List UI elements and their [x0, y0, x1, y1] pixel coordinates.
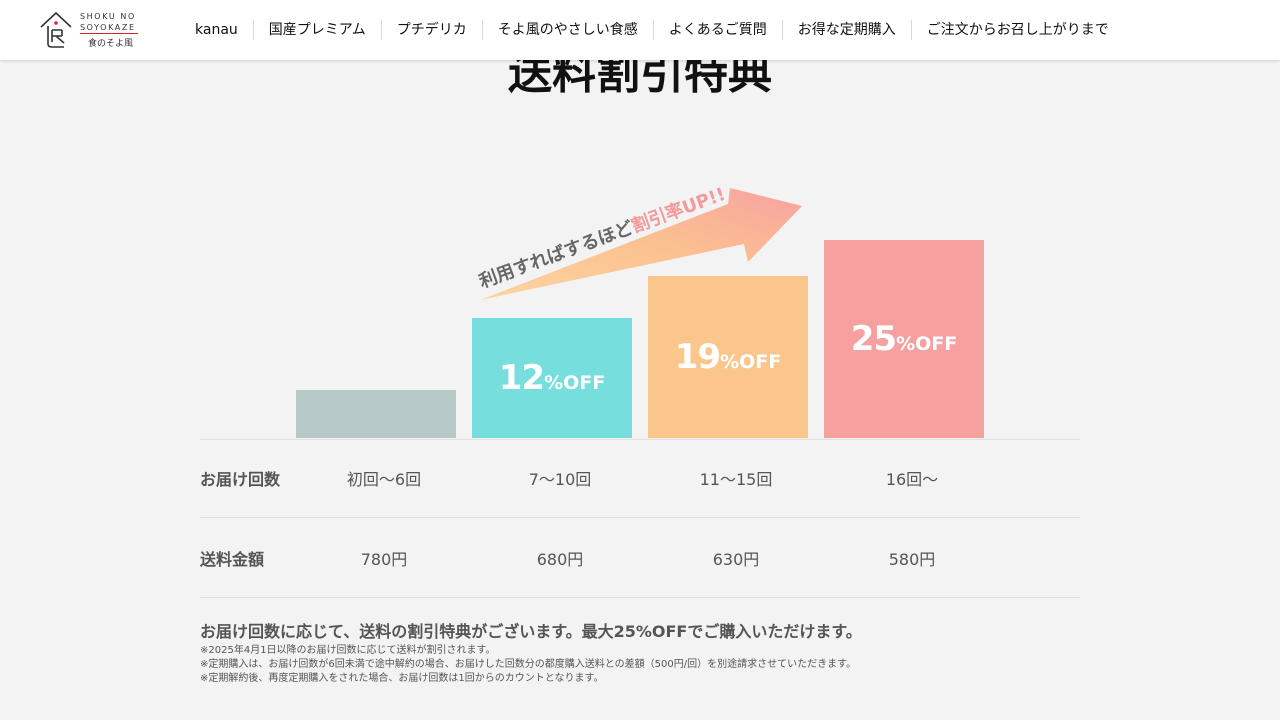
nav-item-order-flow[interactable]: ご注文からお召し上がりまで — [910, 20, 1124, 40]
bar-discount-number: 12 — [498, 358, 545, 398]
bar-percent-sign: % — [544, 372, 564, 394]
row-header: 送料金額 — [200, 549, 265, 569]
bar-discount-number: 25 — [850, 319, 897, 359]
notes-section: お届け回数に応じて、送料の割引特典がございます。最大25%OFFでご購入いただけ… — [200, 620, 1080, 686]
table-row-shipping-fee: 送料金額 780円 680円 630円 580円 — [200, 518, 1080, 598]
bar-tier-1 — [296, 390, 456, 438]
note-line: ※2025年4月1日以降のお届け回数に応じて送料が割引されます。 — [200, 645, 496, 656]
table-cell: 7〜10回 — [528, 469, 592, 489]
table-cell: 680円 — [536, 549, 584, 569]
bar-tier-2: 12% OFF — [472, 318, 632, 438]
table-cell: 11〜15回 — [699, 469, 773, 489]
nav-item-faq[interactable]: よくあるご質問 — [652, 20, 782, 40]
shipping-table: お届け回数 初回〜6回 7〜10回 11〜15回 16回〜 送料金額 780円 … — [200, 438, 1080, 598]
bar-label: 12% OFF — [499, 358, 606, 398]
note-line: ※定期解約後、再度定期購入をされた場合、お届け回数は1回からのカウントとなります… — [200, 673, 604, 684]
bar-percent-sign: % — [896, 333, 916, 355]
logo-rule — [80, 33, 138, 34]
note-line: ※定期購入は、お届け回数が6回未満で途中解約の場合、お届けした回数分の都度購入送… — [200, 659, 857, 670]
bar-off-label: OFF — [563, 372, 606, 394]
bar-off-label: OFF — [915, 333, 958, 355]
logo-text-ja: 食のそよ風 — [88, 39, 134, 49]
bar-off-label: OFF — [739, 351, 782, 373]
nav-item-petit-delica[interactable]: プチデリカ — [380, 20, 482, 40]
row-header: お届け回数 — [200, 469, 281, 489]
logo-text-en: SHOKU NO SOYOKAZE — [80, 12, 136, 32]
table-cell: 780円 — [360, 549, 408, 569]
bar-discount-number: 19 — [674, 337, 721, 377]
nav-item-premium[interactable]: 国産プレミアム — [252, 20, 381, 40]
bar-label: 25% OFF — [851, 319, 958, 359]
nav-item-soft-texture[interactable]: そよ風のやさしい食感 — [481, 20, 653, 40]
logo-house-icon — [40, 11, 72, 48]
discount-chart: 利用すればするほど割引率UP!! 12% OFF 19% OFF 25% OFF — [200, 180, 1080, 440]
main-nav: kanau 国産プレミアム プチデリカ そよ風のやさしい食感 よくあるご質問 お… — [180, 0, 1124, 60]
site-logo[interactable]: SHOKU NO SOYOKAZE 食のそよ風 — [38, 8, 148, 52]
table-cell: 16回〜 — [885, 469, 939, 489]
bar-tier-3: 19% OFF — [648, 276, 808, 438]
nav-item-kanau[interactable]: kanau — [195, 22, 238, 38]
bar-percent-sign: % — [720, 351, 740, 373]
nav-item-subscription[interactable]: お得な定期購入 — [781, 20, 911, 40]
bar-label: 19% OFF — [675, 337, 782, 377]
table-row-delivery-count: お届け回数 初回〜6回 7〜10回 11〜15回 16回〜 — [200, 438, 1080, 518]
growth-arrow: 利用すればするほど割引率UP!! — [476, 184, 802, 300]
bar-tier-4: 25% OFF — [824, 240, 984, 438]
notes-main-text: お届け回数に応じて、送料の割引特典がございます。最大25%OFFでご購入いただけ… — [200, 622, 862, 641]
site-header: SHOKU NO SOYOKAZE 食のそよ風 kanau 国産プレミアム プチ… — [0, 0, 1280, 60]
table-cell: 580円 — [888, 549, 936, 569]
chart-baseline — [200, 439, 1080, 440]
table-cell: 630円 — [712, 549, 760, 569]
table-cell: 初回〜6回 — [346, 469, 422, 489]
